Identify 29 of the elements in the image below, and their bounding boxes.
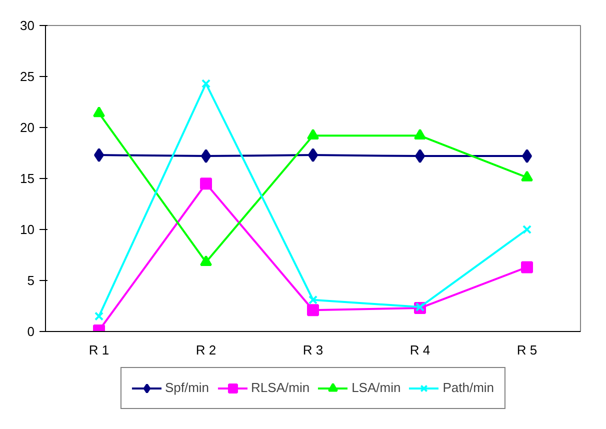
y-tick-label: 25 — [20, 69, 35, 84]
y-tick-label: 0 — [27, 324, 35, 339]
point — [200, 178, 212, 190]
x-tick-label: R 1 — [88, 342, 110, 358]
y-tick-label: 20 — [20, 120, 35, 135]
legend-label: RLSA/min — [251, 380, 310, 395]
x-tick-label: R 2 — [196, 342, 216, 358]
point — [521, 170, 533, 182]
x-tick-label: R 5 — [516, 342, 538, 358]
point — [307, 128, 319, 140]
legend-label: Spf/min — [164, 380, 210, 395]
legend-label: Path/min — [442, 380, 494, 395]
y-tick-label: 5 — [27, 273, 35, 288]
point — [307, 304, 319, 316]
point — [521, 261, 533, 274]
point — [200, 255, 212, 266]
point — [415, 302, 425, 312]
point — [414, 128, 426, 140]
x-tick-label: R 3 — [302, 342, 324, 358]
legend-label: LSA/min — [352, 380, 401, 395]
point — [93, 106, 105, 118]
point — [522, 224, 532, 234]
y-tick-label: 30 — [20, 18, 35, 33]
point — [308, 295, 318, 304]
point — [94, 312, 104, 321]
point — [201, 79, 211, 88]
y-tick-label: 10 — [20, 222, 35, 237]
x-tick-label: R 4 — [410, 342, 430, 358]
y-tick-label: 15 — [20, 171, 35, 186]
